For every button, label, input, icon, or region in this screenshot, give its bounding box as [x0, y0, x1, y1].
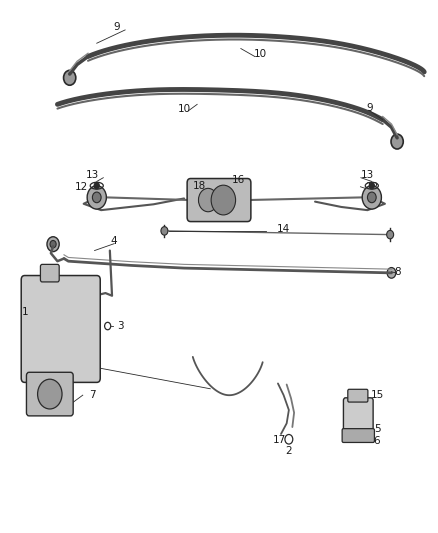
- Circle shape: [362, 185, 381, 209]
- Text: 9: 9: [113, 22, 120, 33]
- Text: 13: 13: [86, 170, 99, 180]
- Text: 18: 18: [193, 181, 206, 191]
- Text: 15: 15: [371, 390, 384, 400]
- Circle shape: [64, 70, 76, 85]
- Circle shape: [50, 240, 56, 248]
- FancyBboxPatch shape: [21, 276, 100, 382]
- Text: 14: 14: [277, 224, 290, 235]
- Text: 7: 7: [89, 390, 95, 400]
- Circle shape: [198, 188, 218, 212]
- Text: 17: 17: [272, 435, 286, 446]
- Circle shape: [94, 182, 99, 189]
- Text: 9: 9: [366, 103, 373, 113]
- Text: 1: 1: [21, 306, 28, 317]
- FancyBboxPatch shape: [187, 179, 251, 222]
- FancyBboxPatch shape: [26, 372, 73, 416]
- Text: 5: 5: [374, 424, 380, 434]
- Circle shape: [92, 192, 101, 203]
- Text: 6: 6: [374, 436, 380, 446]
- Text: 10: 10: [177, 103, 191, 114]
- Circle shape: [161, 227, 168, 235]
- Text: 13: 13: [361, 170, 374, 180]
- Text: 12: 12: [75, 182, 88, 192]
- Circle shape: [391, 134, 403, 149]
- Circle shape: [38, 379, 62, 409]
- Circle shape: [387, 230, 394, 239]
- Text: 10: 10: [254, 49, 267, 59]
- Text: 12: 12: [366, 182, 379, 192]
- FancyBboxPatch shape: [40, 264, 59, 282]
- Text: 3: 3: [117, 321, 124, 331]
- Circle shape: [369, 182, 374, 189]
- Circle shape: [211, 185, 236, 215]
- Circle shape: [87, 185, 106, 209]
- Circle shape: [387, 268, 396, 278]
- Text: 4: 4: [111, 236, 117, 246]
- Text: 16: 16: [232, 175, 245, 185]
- Text: 2: 2: [286, 446, 292, 456]
- Circle shape: [367, 192, 376, 203]
- Circle shape: [47, 237, 59, 252]
- FancyBboxPatch shape: [348, 389, 368, 402]
- FancyBboxPatch shape: [343, 398, 373, 434]
- Text: 8: 8: [395, 267, 401, 277]
- FancyBboxPatch shape: [342, 429, 374, 442]
